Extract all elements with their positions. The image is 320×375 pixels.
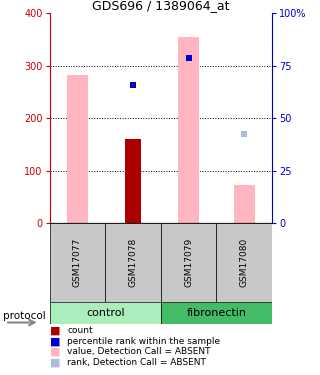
Text: fibronectin: fibronectin (186, 308, 246, 318)
Text: GSM17077: GSM17077 (73, 238, 82, 287)
Text: GSM17079: GSM17079 (184, 238, 193, 287)
Bar (50, 302, 161, 324)
Text: GSM17080: GSM17080 (240, 238, 249, 287)
Bar (50, 223, 105, 302)
Bar (105, 223, 161, 302)
Text: value, Detection Call = ABSENT: value, Detection Call = ABSENT (67, 347, 211, 356)
Bar (178, 37, 199, 223)
Text: percentile rank within the sample: percentile rank within the sample (67, 337, 220, 346)
Text: control: control (86, 308, 124, 318)
Bar (234, 185, 255, 223)
Text: GSM17078: GSM17078 (129, 238, 138, 287)
Bar (161, 302, 272, 324)
Bar (125, 139, 141, 223)
Bar (216, 223, 272, 302)
Text: ■: ■ (50, 336, 60, 346)
Text: ■: ■ (50, 357, 60, 367)
Text: rank, Detection Call = ABSENT: rank, Detection Call = ABSENT (67, 358, 206, 367)
Text: count: count (67, 326, 93, 335)
Text: ■: ■ (50, 326, 60, 336)
Bar (161, 223, 216, 302)
Bar (67, 75, 88, 223)
Title: GDS696 / 1389064_at: GDS696 / 1389064_at (92, 0, 229, 12)
Text: protocol: protocol (3, 311, 46, 321)
Text: ■: ■ (50, 347, 60, 357)
